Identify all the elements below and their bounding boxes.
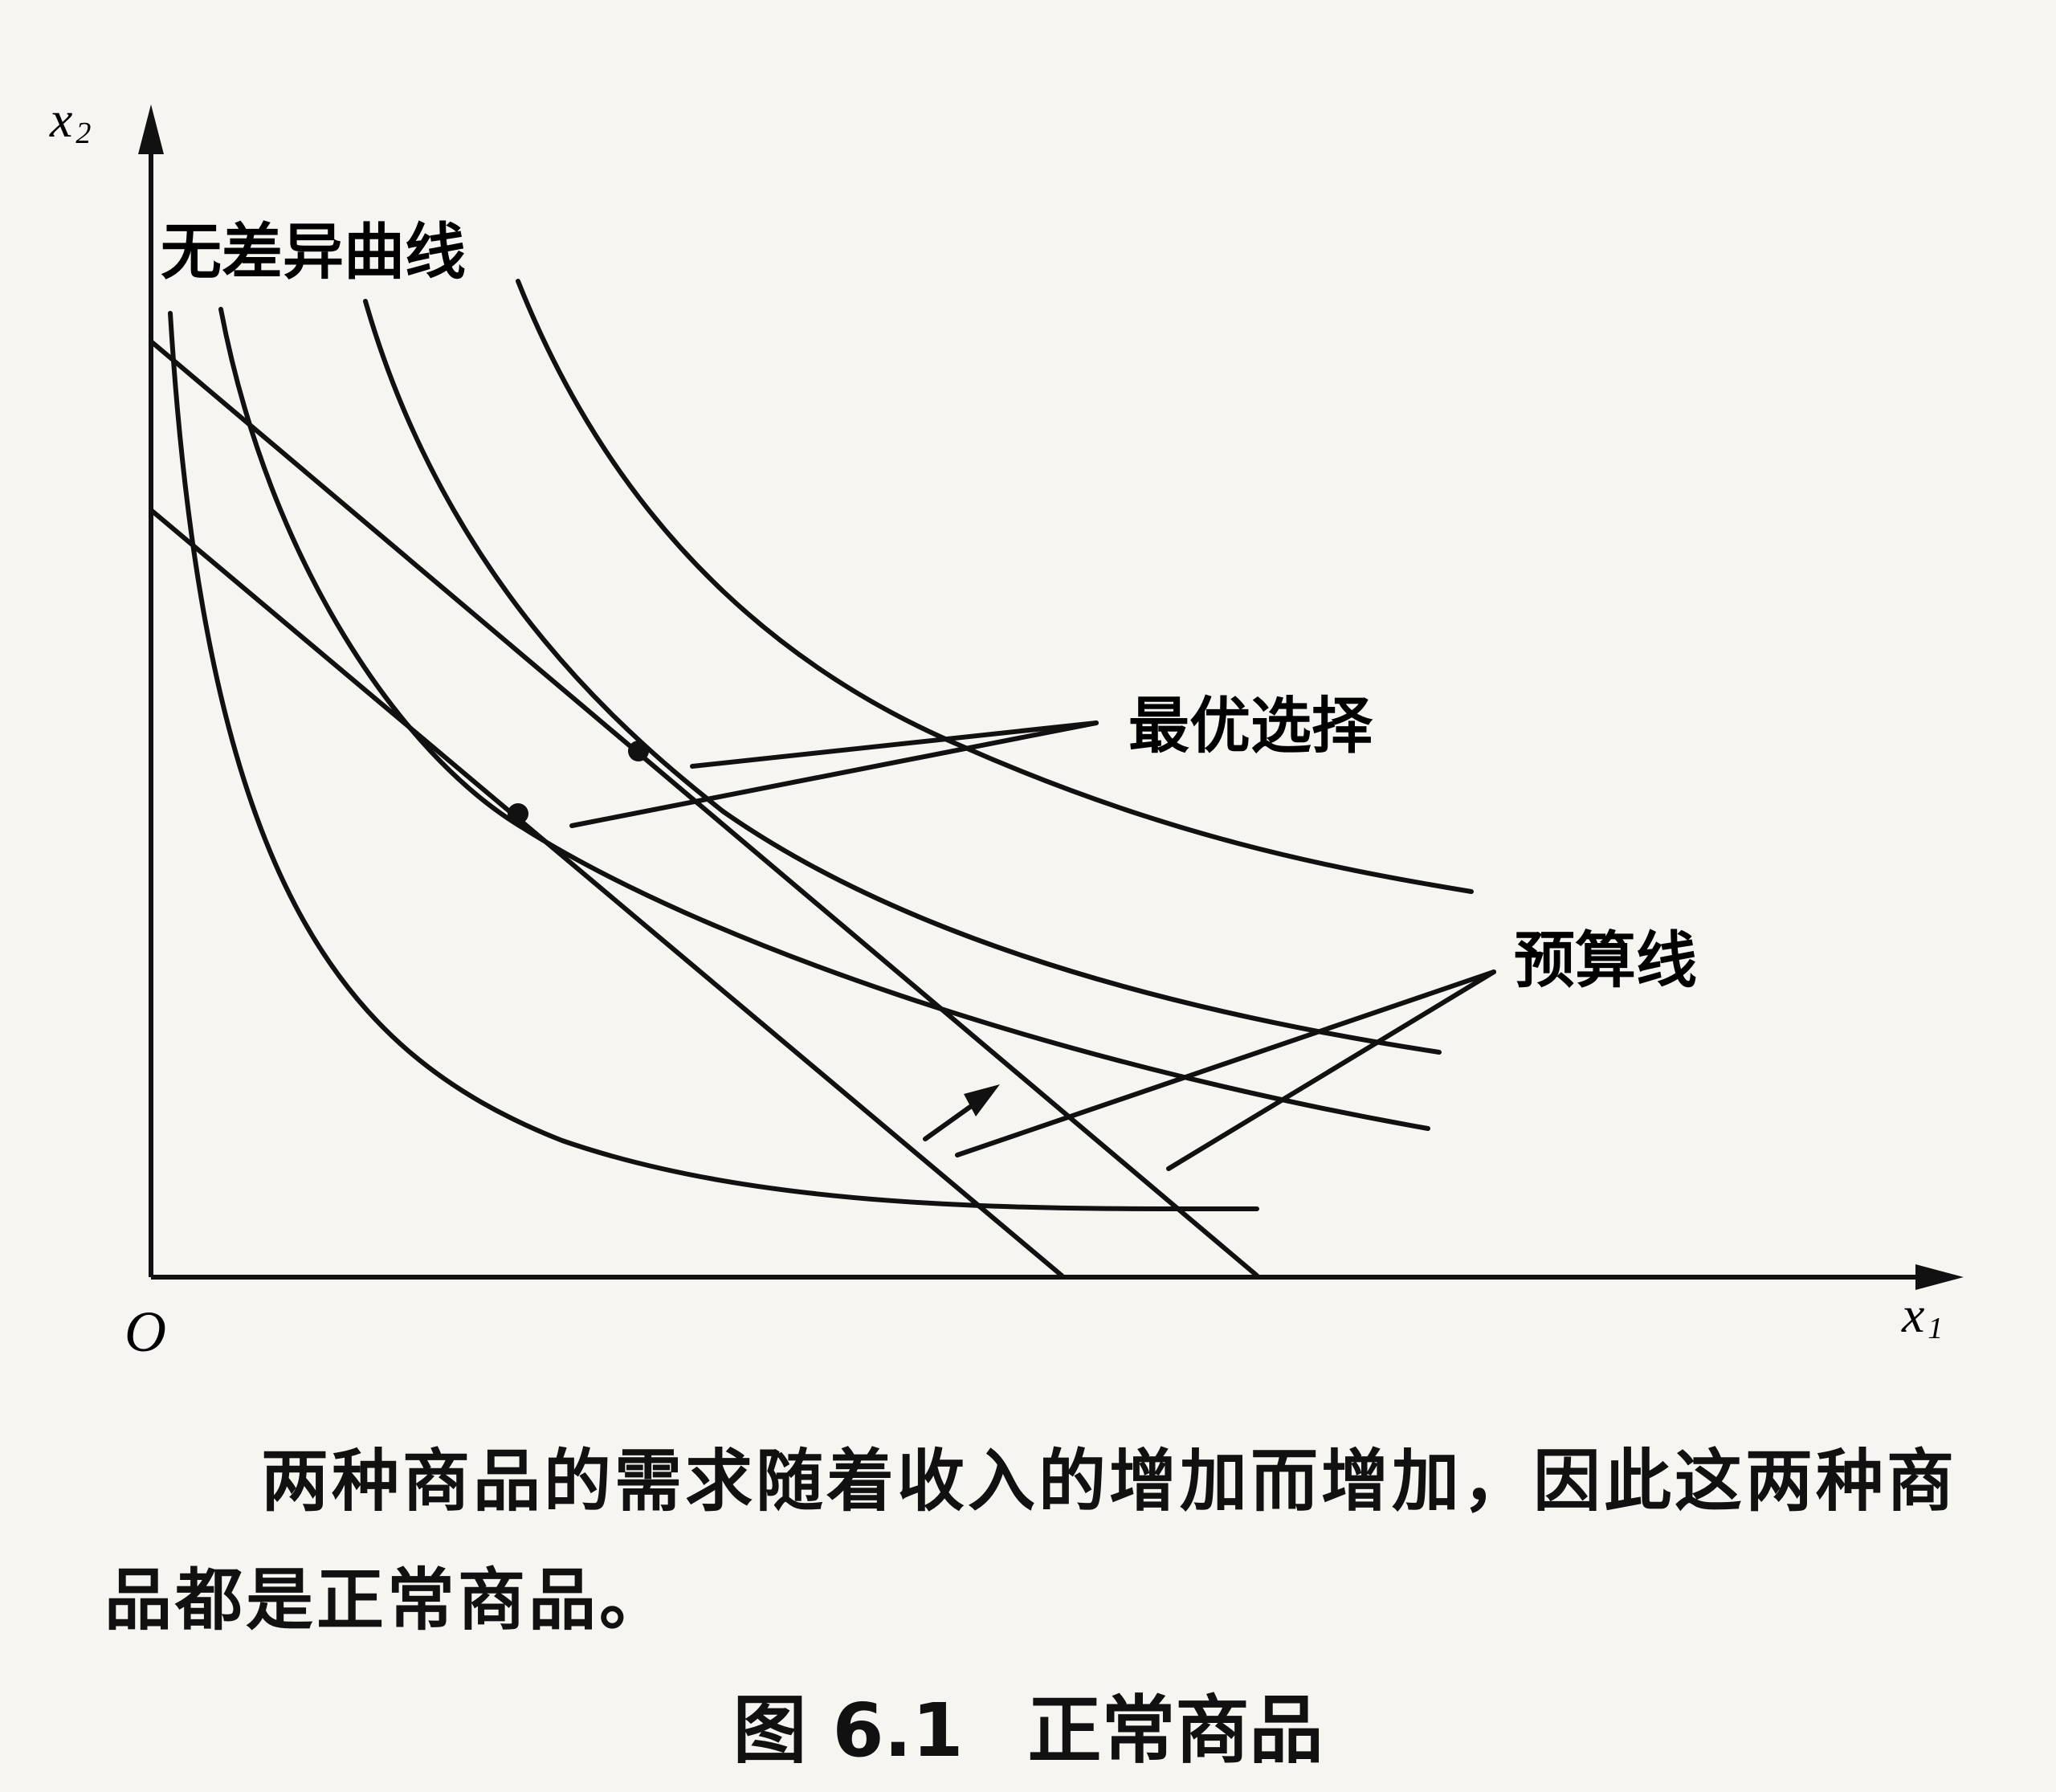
- optimal-choice-point-1: [508, 803, 528, 824]
- indifference-curve-4: [516, 279, 1474, 894]
- shift-arrow: [923, 1104, 973, 1141]
- figure-number: 图 6.1: [732, 1688, 964, 1774]
- indifference-curves-label: 无差异曲线: [161, 216, 466, 288]
- budget-line-2: [149, 339, 1259, 1278]
- origin-label: O: [124, 1300, 166, 1364]
- optimal-choice-pointer-2: [690, 720, 1099, 769]
- budget-line-pointer-1: [955, 969, 1496, 1157]
- caption-body: 两种商品的需求随着收入的增加而增加，因此这两种商品都是正常商品。: [104, 1422, 1976, 1659]
- figure-caption: 图 6.1 正常商品: [0, 1671, 2056, 1778]
- indifference-curve-1: [168, 311, 1259, 1212]
- indifference-curve-3: [363, 299, 1442, 1055]
- budget-line-label: 预算线: [1514, 925, 1697, 996]
- optimal-choice-point-2: [628, 741, 649, 761]
- y-axis-arrowhead: [138, 104, 164, 154]
- budget-line-pointer-2: [1166, 969, 1496, 1171]
- budget-line-1: [149, 508, 1064, 1278]
- x-axis-arrowhead: [1915, 1264, 1964, 1290]
- optimal-choice-pointer-1: [569, 720, 1099, 828]
- caption-text: 两种商品的需求随着收入的增加而增加，因此这两种商品都是正常商品。: [104, 1441, 1958, 1639]
- shift-arrowhead: [964, 1084, 1000, 1116]
- figure-title: 正常商品: [1027, 1688, 1324, 1774]
- optimal-choice-label: 最优选择: [1128, 690, 1373, 761]
